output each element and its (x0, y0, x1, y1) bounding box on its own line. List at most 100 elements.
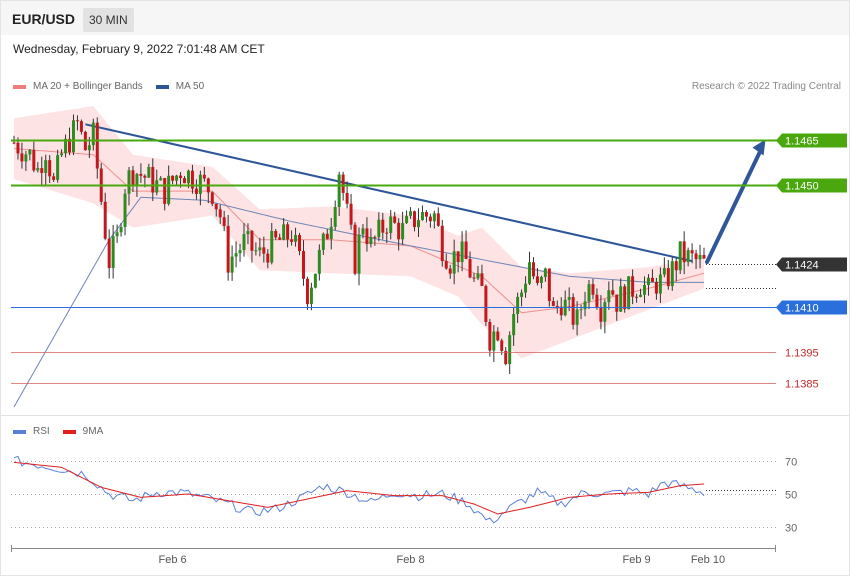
candle (591, 278, 595, 300)
candle-body (575, 309, 579, 325)
legend-swatch-ma20 (13, 84, 26, 89)
x-tick-label: Feb 6 (159, 554, 187, 566)
candle (662, 257, 666, 278)
candle (194, 179, 198, 200)
legend-swatch-rsi-ma (62, 429, 76, 434)
candle-body (159, 178, 163, 181)
candle-body (278, 237, 282, 240)
candle-body (476, 273, 480, 279)
candle (294, 227, 298, 247)
candle (329, 217, 333, 250)
candle (64, 134, 68, 158)
candle-body (313, 273, 317, 288)
candle-body (472, 277, 476, 279)
candle (278, 233, 282, 240)
candle (587, 279, 591, 310)
candle (583, 291, 587, 317)
candle-body (167, 175, 171, 204)
rsi-panel: 70 50 30 (11, 455, 797, 535)
candle (262, 236, 266, 263)
candle (531, 257, 535, 280)
candle-body (131, 170, 135, 185)
candle-body (424, 212, 428, 217)
candle (44, 154, 48, 185)
candle (48, 155, 52, 184)
candle-body (702, 254, 706, 259)
candle-body (234, 253, 238, 257)
candle-body (68, 138, 72, 153)
candle (381, 212, 385, 240)
candle (623, 284, 627, 313)
candle-body (337, 174, 341, 208)
candle (535, 267, 539, 286)
candle-body (377, 219, 381, 238)
candle (163, 177, 167, 211)
candle-body (294, 235, 298, 242)
projection-arrow-shaft (705, 144, 765, 265)
candle (234, 241, 238, 268)
candle (468, 251, 472, 279)
candle-body (496, 331, 500, 341)
candle (103, 192, 107, 241)
candle-body (627, 276, 631, 310)
candle-body (385, 232, 389, 234)
candle (36, 162, 40, 173)
panel-divider (1, 415, 849, 416)
candle-body (639, 294, 643, 297)
candle-body (64, 138, 68, 154)
candle-body (389, 216, 393, 233)
candle (40, 156, 44, 185)
candle-body (531, 262, 535, 277)
candle-body (56, 155, 60, 180)
candle (504, 346, 508, 366)
candle (456, 251, 460, 273)
candle-body (579, 309, 583, 311)
candle-body (357, 234, 361, 274)
candle-body (175, 175, 179, 181)
level-label-1-1395: 1.1395 (785, 348, 819, 360)
candle (107, 229, 111, 279)
current-price-tag (776, 257, 847, 272)
candle (702, 247, 706, 259)
candle-body (143, 175, 147, 178)
candle-body (583, 301, 587, 310)
candle-body (321, 233, 325, 250)
candle (444, 253, 448, 270)
downtrend-line (85, 123, 693, 263)
time-axis: Feb 6 Feb 8 Feb 9 Feb 10 (11, 545, 776, 566)
candle-body (40, 168, 44, 173)
candle (389, 210, 393, 240)
candle-body (551, 301, 555, 306)
candle (670, 257, 674, 291)
candle-body (52, 176, 56, 180)
candle-body (413, 211, 417, 228)
candle (539, 275, 543, 289)
candle (290, 230, 294, 246)
candle-body (444, 261, 448, 269)
candle (682, 231, 686, 275)
candle-body (492, 331, 496, 351)
candle (694, 249, 698, 270)
candle-body (555, 305, 559, 307)
candle (210, 191, 214, 207)
candle (230, 245, 234, 281)
candle-body (341, 174, 345, 193)
candle-body (520, 292, 524, 297)
candle (472, 272, 476, 283)
candle-body (349, 203, 353, 225)
candle (393, 211, 397, 224)
candle-body (623, 286, 627, 310)
candle-body (393, 216, 397, 223)
candle (543, 267, 547, 282)
candle-body (464, 241, 468, 259)
candle-body (238, 249, 242, 254)
x-tick-label: Feb 10 (691, 554, 725, 566)
candle (238, 243, 242, 262)
candle (520, 289, 524, 307)
candle-body (428, 216, 432, 222)
candle (654, 277, 658, 300)
candle-body (646, 277, 650, 285)
candle (409, 207, 413, 219)
timeframe-badge[interactable]: 30 MIN (83, 8, 134, 32)
candle (678, 241, 682, 275)
